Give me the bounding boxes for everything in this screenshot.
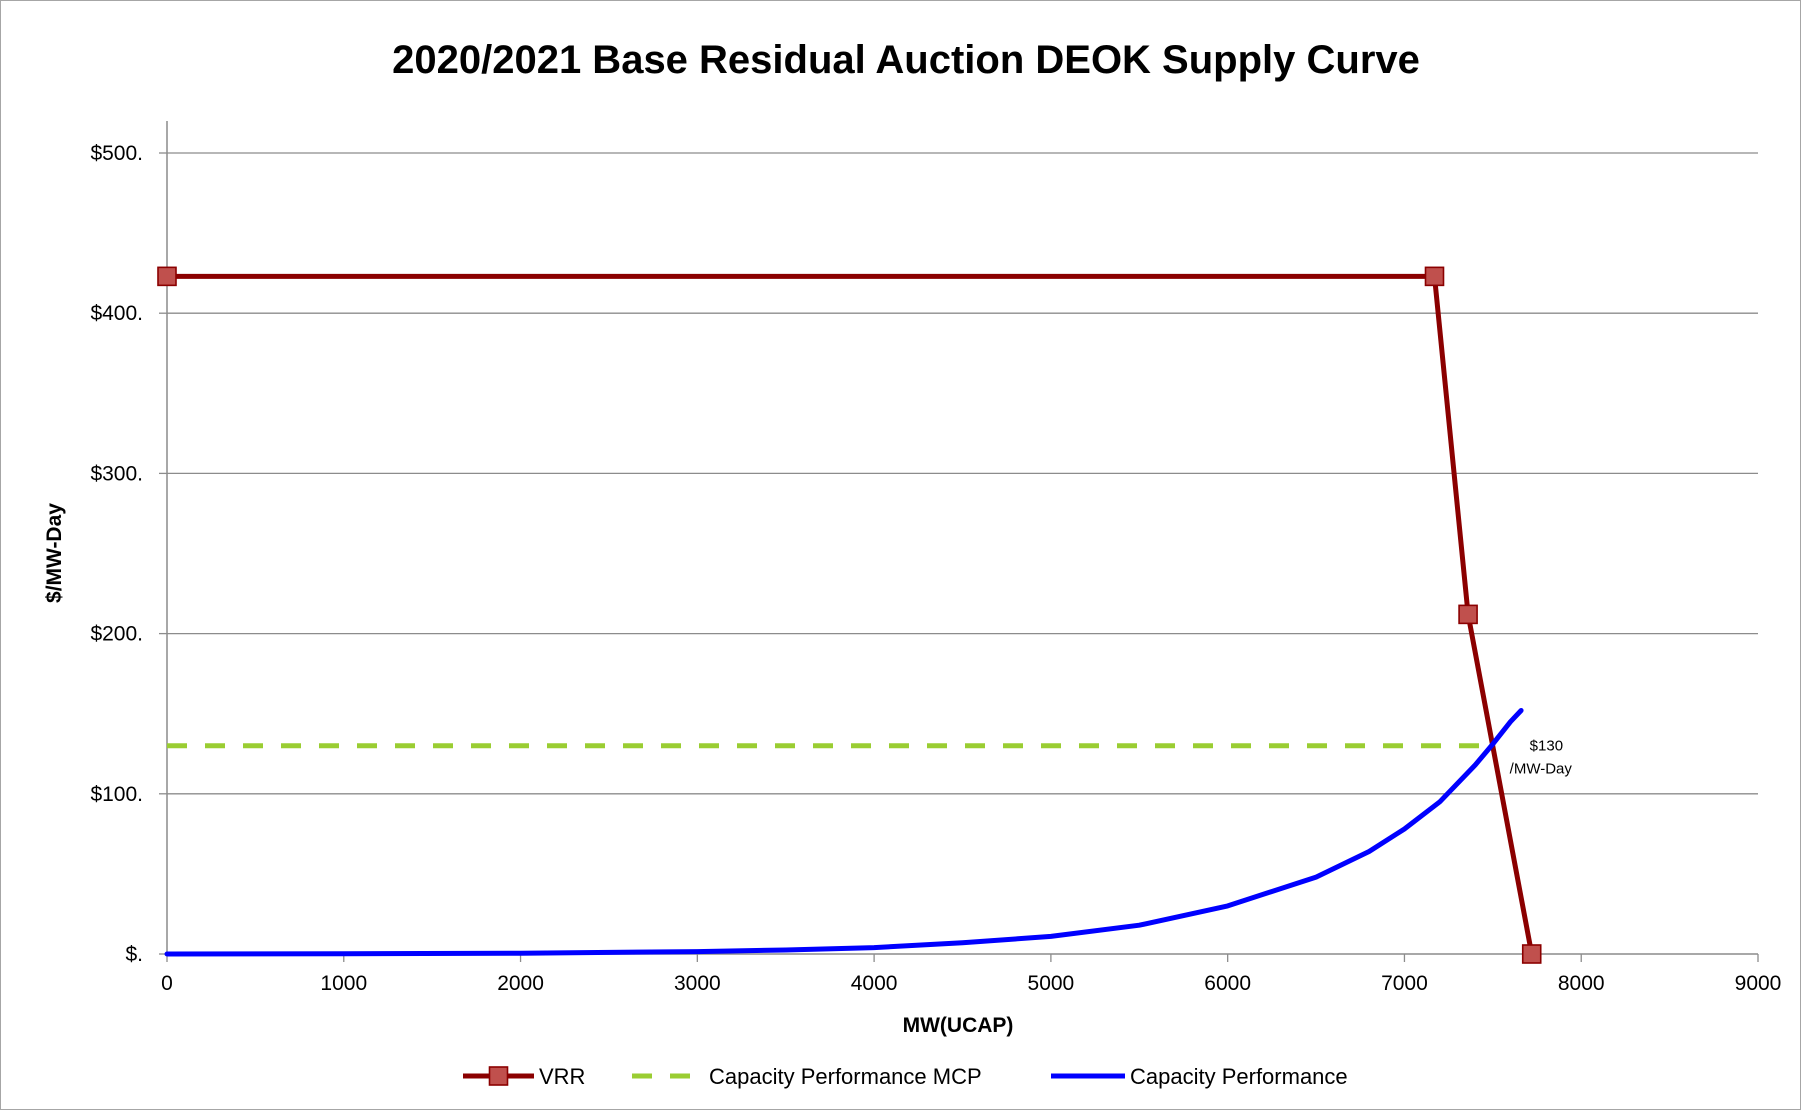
mcp-annotation-line1: $130	[1530, 738, 1563, 755]
axes	[159, 121, 1759, 962]
y-tick-label: $500.	[90, 142, 143, 165]
data-point-vrr	[1521, 944, 1542, 964]
y-tick-label: $100.	[90, 783, 143, 806]
data-point-vrr	[157, 266, 177, 287]
chart-title: 2020/2021 Base Residual Auction DEOK Sup…	[392, 38, 1420, 82]
data-point-vrr	[1458, 604, 1478, 625]
x-tick-label: 1000	[320, 972, 367, 995]
y-tick-label: $300.	[90, 462, 143, 485]
x-tick-label: 9000	[1735, 972, 1782, 995]
x-tick-label: 5000	[1028, 972, 1075, 995]
gridlines	[167, 152, 1758, 795]
data-point-vrr	[1424, 266, 1445, 287]
y-tick-label: $.	[125, 943, 143, 966]
y-tick-label: $200.	[90, 623, 143, 646]
legend: VRR Capacity Performance MCP Capacity Perf…	[463, 1064, 1348, 1089]
y-axis-label: $/MW-Day	[43, 503, 66, 603]
x-tick-label: 6000	[1204, 972, 1251, 995]
x-tick-label: 3000	[674, 972, 721, 995]
x-tick-label: 2000	[497, 972, 544, 995]
legend-label-vrr: VRR	[539, 1064, 585, 1089]
y-tick-labels: $. $100. $200. $300. $400. $500.	[90, 142, 143, 966]
legend-marker-vrr	[488, 1066, 509, 1086]
x-axis-label: MW(UCAP)	[903, 1014, 1014, 1037]
y-tick-label: $400.	[90, 302, 143, 325]
x-tick-label: 8000	[1558, 972, 1605, 995]
series-line-vrr	[164, 273, 1535, 957]
x-tick-label: 4000	[851, 972, 898, 995]
mcp-annotation-line2: /MW-Day	[1510, 761, 1573, 778]
legend-label-capacity-performance: Capacity Performance	[1130, 1064, 1348, 1089]
annotations: $130/MW-Day	[1510, 738, 1573, 778]
x-tick-label: 7000	[1381, 972, 1428, 995]
series-line-capacity-performance	[164, 708, 1524, 957]
legend-label-capacity-performance-mcp: Capacity Performance MCP	[709, 1064, 982, 1089]
x-tick-label: 0	[161, 972, 173, 995]
x-tick-labels: 0 1000 2000 3000 4000 5000 6000 7000 8000 9000	[161, 972, 1781, 995]
series-group	[157, 266, 1542, 964]
